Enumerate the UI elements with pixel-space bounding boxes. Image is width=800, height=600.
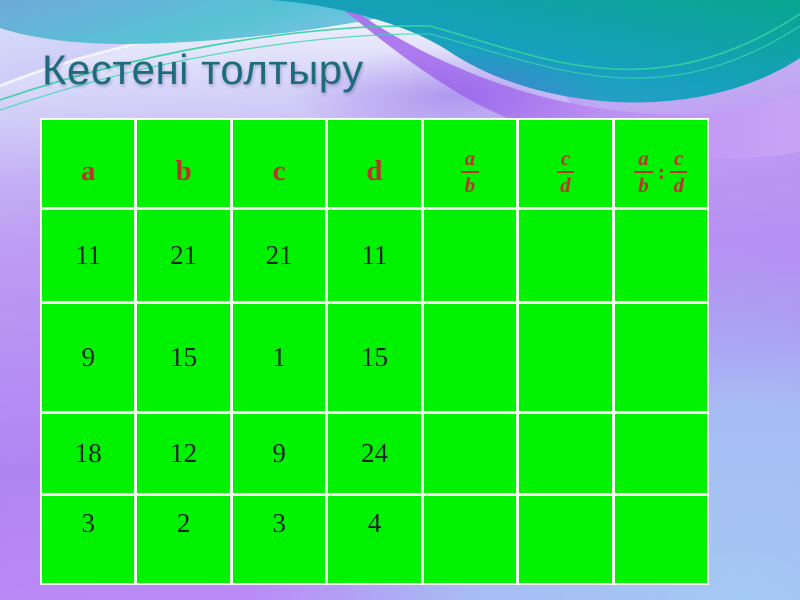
- fraction-denominator: d: [560, 172, 571, 197]
- fraction-numerator: a: [634, 147, 653, 173]
- table-cell-r4-ratio: [614, 496, 707, 583]
- fraction-denominator: b: [464, 172, 476, 197]
- header-label-c: c: [272, 155, 286, 187]
- table-cell-r4-cd: [519, 496, 612, 583]
- header-cell-ratio: a b : c d: [614, 120, 707, 207]
- table-cell-r2-d: 15: [328, 304, 421, 411]
- fraction-denominator: d: [673, 172, 684, 197]
- fill-in-table: a b c d a b c d a b :: [40, 118, 709, 585]
- header-cell-d: d: [328, 120, 421, 207]
- header-label-d: d: [366, 155, 383, 187]
- table-cell-r1-cd: [519, 210, 612, 301]
- table-cell-r2-ratio: [614, 304, 707, 411]
- table-cell-r3-c: 9: [232, 414, 326, 493]
- fraction-a-over-b: a b: [634, 147, 653, 196]
- slide-title: Кестені толтыру: [42, 46, 364, 93]
- table-cell-r4-ab: [423, 496, 517, 583]
- fraction-numerator: a: [460, 147, 480, 173]
- table-cell-r3-b: 12: [137, 414, 230, 493]
- table-cell-r3-ratio: [614, 414, 707, 493]
- table-cell-r4-b: 2: [137, 496, 230, 583]
- header-cell-c-over-d: c d: [519, 120, 612, 207]
- header-cell-c: c: [232, 120, 326, 207]
- header-label-b: b: [175, 155, 192, 187]
- fraction-numerator: c: [556, 147, 575, 173]
- table-cell-r1-c: 21: [232, 210, 326, 301]
- table-cell-r1-a: 11: [42, 210, 135, 301]
- fraction-c-over-d: c d: [556, 147, 575, 197]
- table-cell-r4-c: 3: [232, 496, 326, 583]
- table-cell-r2-c: 1: [232, 304, 326, 411]
- header-label-a: a: [80, 155, 96, 187]
- ratio-colon: :: [657, 158, 666, 184]
- table-cell-r3-ab: [423, 414, 517, 493]
- table-cell-r2-ab: [423, 304, 517, 411]
- table-cell-r1-ab: [423, 210, 517, 301]
- table-cell-r1-ratio: [614, 210, 707, 301]
- header-cell-a-over-b: a b: [423, 120, 517, 207]
- table-cell-r2-a: 9: [42, 304, 135, 411]
- table-cell-r4-a: 3: [42, 496, 135, 583]
- table-cell-r3-a: 18: [42, 414, 135, 493]
- table-cell-r4-d: 4: [328, 496, 421, 583]
- fraction-c-over-d: c d: [670, 147, 688, 197]
- table-cell-r3-d: 24: [328, 414, 421, 493]
- fraction-numerator: c: [670, 147, 688, 173]
- fraction-a-over-b: a b: [460, 147, 480, 197]
- table-cell-r3-cd: [519, 414, 612, 493]
- header-cell-a: a: [42, 120, 135, 207]
- table-cell-r2-cd: [519, 304, 612, 411]
- fraction-denominator: b: [638, 172, 649, 197]
- table-cell-r1-d: 11: [328, 210, 421, 301]
- header-cell-b: b: [137, 120, 230, 207]
- table-cell-r2-b: 15: [137, 304, 230, 411]
- table-cell-r1-b: 21: [137, 210, 230, 301]
